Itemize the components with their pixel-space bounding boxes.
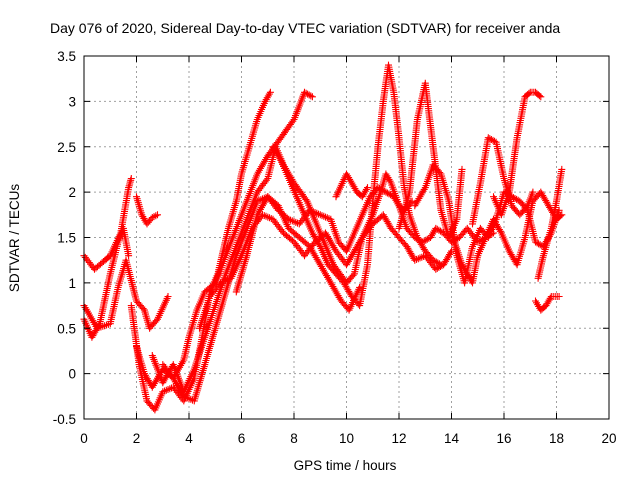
y-axis-label: SDTVAR / TECUs [7,184,22,293]
series-track-13: track-13 [395,79,466,241]
series-track-9: track-9 [196,211,455,332]
y-tick-label: -0.5 [53,412,76,427]
series-track-5: track-5 [127,88,274,414]
data-markers-track-1 [80,175,135,273]
series-track-16: track-16 [469,134,537,228]
data-markers-track-12 [332,170,371,201]
series-track-15: track-15 [448,188,566,287]
data-markers-track-16 [469,134,537,228]
data-markers-track-6 [133,88,316,391]
y-tick-label: 1.5 [57,231,76,246]
data-markers-track-13 [395,79,466,241]
series-track-19: track-19 [534,165,566,282]
series-track-12: track-12 [332,170,371,201]
series-track-17: track-17 [490,88,545,219]
y-tick-label: 2 [68,185,76,200]
series-track-18: track-18 [532,293,563,314]
data-markers-track-18 [532,293,563,314]
series-track-6: track-6 [133,88,316,391]
x-tick-label: 6 [238,431,246,446]
data-markers-track-15 [448,188,566,287]
x-tick-label: 14 [444,431,460,446]
data-markers-track-17 [490,88,545,219]
series-track-1: track-1 [80,175,135,273]
x-tick-label: 12 [391,431,406,446]
x-tick-label: 20 [601,431,616,446]
x-tick-label: 0 [80,431,88,446]
x-tick-label: 10 [339,431,354,446]
x-axis-label: GPS time / hours [294,458,397,473]
y-tick-label: 3.5 [57,49,76,64]
data-markers-track-5 [127,88,274,414]
x-tick-label: 8 [290,431,298,446]
axis-ticks: 0 2 4 6 8 10 12 14 16 18 20 -0.5 0 0.5 1 1.5 2 2.5 3 3.5 [53,49,617,446]
y-tick-label: 2.5 [57,140,76,155]
series-track-2: track-2 [133,193,161,228]
y-tick-label: 0.5 [57,321,76,336]
y-tick-label: 0 [68,367,76,382]
x-tick-label: 18 [549,431,564,446]
data-markers-track-19 [534,165,566,282]
data-markers: track-1track-2track-3track-4track-5track… [80,61,566,414]
y-tick-label: 3 [68,94,76,109]
data-markers-track-2 [133,193,161,228]
x-tick-label: 16 [496,431,511,446]
x-tick-label: 2 [133,431,141,446]
data-markers-track-9 [196,211,455,332]
y-tick-label: 1 [68,276,76,291]
x-tick-label: 4 [185,431,193,446]
chart-title: Day 076 of 2020, Sidereal Day-to-day VTE… [50,20,560,36]
